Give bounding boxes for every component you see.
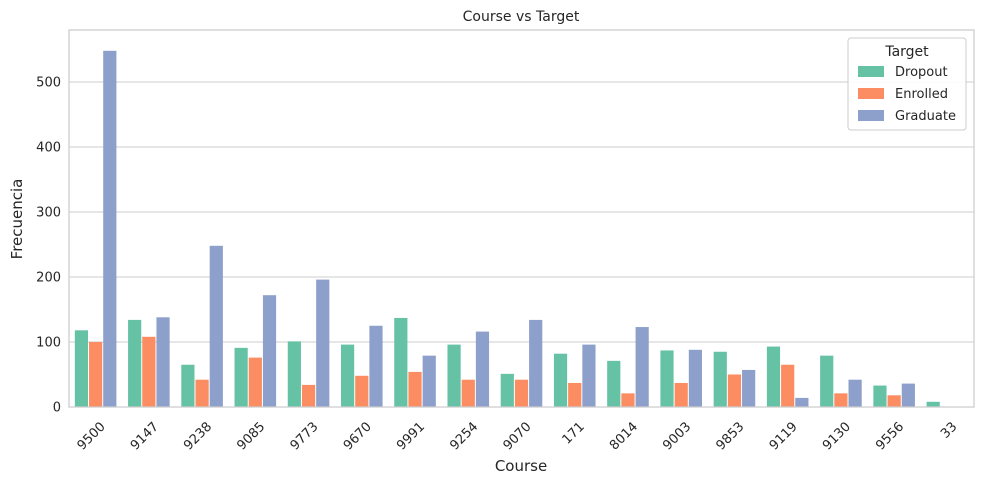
bar-graduate-9556 bbox=[901, 383, 915, 407]
bar-dropout-9085 bbox=[234, 347, 248, 407]
chart-title: Course vs Target bbox=[463, 9, 580, 25]
x-tick-label: 9556 bbox=[873, 419, 907, 453]
plot-frame bbox=[68, 29, 975, 408]
legend-label-dropout: Dropout bbox=[895, 65, 948, 80]
bar-dropout-9773 bbox=[287, 341, 301, 407]
bar-enrolled-9991 bbox=[408, 371, 422, 407]
bar-graduate-9130 bbox=[848, 379, 862, 407]
bar-enrolled-8014 bbox=[621, 393, 635, 407]
x-tick-label: 9991 bbox=[394, 419, 428, 453]
bar-enrolled-9147 bbox=[142, 336, 156, 407]
legend-swatch-enrolled bbox=[858, 88, 884, 99]
bar-enrolled-9254 bbox=[461, 379, 475, 407]
bar-graduate-9085 bbox=[262, 295, 277, 407]
x-tick-label: 9254 bbox=[447, 419, 481, 453]
bar-enrolled-171 bbox=[568, 382, 582, 407]
x-axis-label: Course bbox=[495, 457, 547, 475]
bar-enrolled-9070 bbox=[514, 379, 529, 407]
bar-enrolled-9119 bbox=[781, 364, 795, 407]
bar-enrolled-9238 bbox=[195, 379, 209, 407]
bars bbox=[74, 50, 940, 408]
y-axis-label: Frecuencia bbox=[8, 179, 26, 260]
bar-dropout-9119 bbox=[766, 346, 781, 407]
bar-graduate-9500 bbox=[103, 50, 117, 408]
legend-label-graduate: Graduate bbox=[895, 109, 956, 124]
legend-label-enrolled: Enrolled bbox=[895, 87, 948, 102]
bar-graduate-9119 bbox=[795, 397, 809, 407]
plot-area bbox=[68, 29, 975, 408]
bar-enrolled-9085 bbox=[248, 357, 262, 407]
legend-items: Dropout Enrolled Graduate bbox=[858, 65, 956, 124]
bar-graduate-9254 bbox=[475, 331, 490, 407]
legend-box bbox=[847, 37, 967, 131]
bar-dropout-9500 bbox=[74, 330, 89, 407]
x-tick-label: 9500 bbox=[75, 419, 109, 453]
y-tick-label: 100 bbox=[36, 336, 61, 351]
legend: Target Dropout Enrolled Graduate bbox=[847, 37, 967, 131]
bar-graduate-171 bbox=[582, 344, 596, 407]
x-tick-label: 9130 bbox=[820, 419, 854, 453]
bar-enrolled-9003 bbox=[674, 382, 688, 407]
bar-dropout-33 bbox=[926, 401, 940, 407]
x-axis-ticks: 9500 9147 9238 9085 9773 9670 9991 9254 9070 171 8… bbox=[75, 419, 961, 453]
x-tick-label: 8014 bbox=[607, 419, 641, 453]
y-tick-label: 200 bbox=[36, 271, 61, 286]
x-tick-label: 9238 bbox=[181, 419, 215, 453]
x-tick-label: 9003 bbox=[660, 419, 694, 453]
y-tick-label: 400 bbox=[36, 141, 61, 156]
y-tick-label: 300 bbox=[36, 206, 61, 221]
bar-dropout-9853 bbox=[713, 351, 727, 407]
bar-enrolled-9500 bbox=[89, 342, 103, 407]
legend-title: Target bbox=[884, 44, 929, 60]
bar-graduate-9991 bbox=[422, 355, 436, 407]
x-tick-label: 9085 bbox=[234, 419, 268, 453]
bar-enrolled-9130 bbox=[834, 393, 848, 407]
x-tick-label: 33 bbox=[938, 419, 960, 441]
bar-dropout-9556 bbox=[873, 385, 887, 407]
x-tick-label: 9773 bbox=[288, 419, 322, 453]
bar-graduate-9003 bbox=[688, 349, 702, 407]
bar-enrolled-9773 bbox=[301, 384, 316, 407]
bar-enrolled-9670 bbox=[355, 375, 369, 407]
x-tick-label: 9147 bbox=[128, 419, 162, 453]
y-tick-label: 0 bbox=[53, 401, 61, 416]
bar-dropout-8014 bbox=[607, 360, 621, 407]
x-tick-label: 9670 bbox=[341, 419, 375, 453]
bar-graduate-9070 bbox=[529, 319, 543, 407]
bar-dropout-9130 bbox=[820, 355, 834, 407]
bar-dropout-171 bbox=[553, 353, 568, 407]
bar-dropout-9670 bbox=[341, 344, 355, 407]
bar-graduate-8014 bbox=[635, 327, 649, 407]
bar-graduate-9773 bbox=[316, 279, 330, 407]
bar-dropout-9003 bbox=[660, 350, 674, 407]
x-tick-label: 9853 bbox=[713, 419, 747, 453]
x-tick-label: 171 bbox=[560, 419, 588, 447]
bar-enrolled-9556 bbox=[887, 395, 901, 407]
y-tick-label: 500 bbox=[36, 76, 61, 91]
bar-enrolled-9853 bbox=[727, 374, 742, 407]
y-axis-ticks: 0 100 200 300 400 500 bbox=[36, 76, 61, 416]
x-tick-label: 9070 bbox=[501, 419, 535, 453]
legend-swatch-dropout bbox=[858, 66, 884, 77]
bar-dropout-9254 bbox=[447, 344, 461, 407]
bar-dropout-9147 bbox=[128, 319, 142, 407]
bar-dropout-9991 bbox=[394, 317, 408, 407]
bar-dropout-9070 bbox=[500, 373, 514, 407]
bar-graduate-9853 bbox=[742, 369, 756, 407]
bar-graduate-9670 bbox=[369, 325, 383, 407]
gridlines bbox=[69, 81, 974, 408]
bar-graduate-9147 bbox=[156, 317, 170, 407]
x-tick-label: 9119 bbox=[767, 419, 801, 453]
bar-graduate-9238 bbox=[209, 245, 223, 407]
bar-dropout-9238 bbox=[181, 364, 195, 407]
legend-swatch-graduate bbox=[858, 110, 884, 121]
